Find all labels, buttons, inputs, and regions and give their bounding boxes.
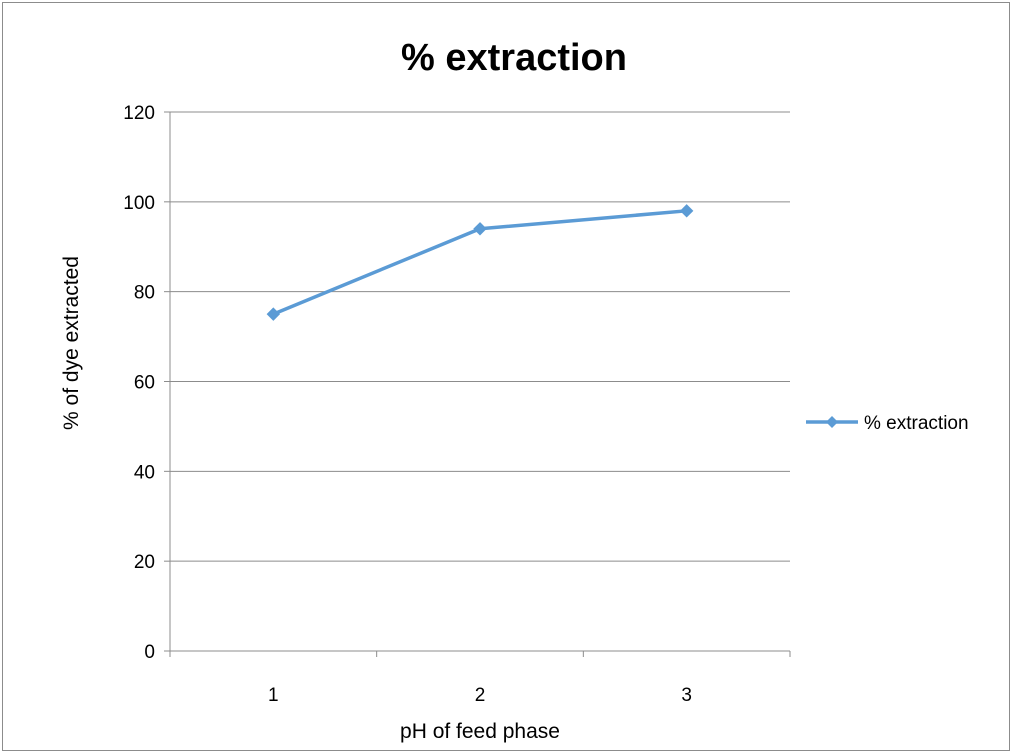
x-tick-label: 2 bbox=[475, 685, 486, 706]
y-tick-label: 100 bbox=[123, 193, 155, 214]
series-group bbox=[266, 204, 694, 321]
x-axis: 1 2 3 bbox=[169, 650, 791, 706]
x-axis-label: pH of feed phase bbox=[400, 720, 560, 743]
y-tick-label: 20 bbox=[134, 552, 155, 573]
legend-marker bbox=[826, 416, 838, 428]
data-point-marker bbox=[679, 204, 694, 218]
chart-title: % extraction bbox=[401, 37, 627, 79]
x-tick-label: 3 bbox=[681, 685, 692, 706]
y-tick-label: 120 bbox=[123, 103, 155, 124]
y-axis-ticks: 0 20 40 60 80 100 120 bbox=[123, 103, 171, 663]
y-tick-label: 60 bbox=[134, 373, 155, 394]
data-point-marker bbox=[266, 307, 281, 321]
y-axis-label: % of dye extracted bbox=[60, 256, 83, 430]
gridlines bbox=[170, 111, 790, 562]
legend-label: % extraction bbox=[864, 413, 969, 434]
y-tick-label: 0 bbox=[144, 642, 155, 663]
y-tick-label: 80 bbox=[134, 283, 155, 304]
y-tick-label: 40 bbox=[134, 462, 155, 483]
x-tick-label: 1 bbox=[268, 685, 279, 706]
legend: % extraction bbox=[806, 413, 969, 434]
data-point-marker bbox=[473, 222, 487, 236]
